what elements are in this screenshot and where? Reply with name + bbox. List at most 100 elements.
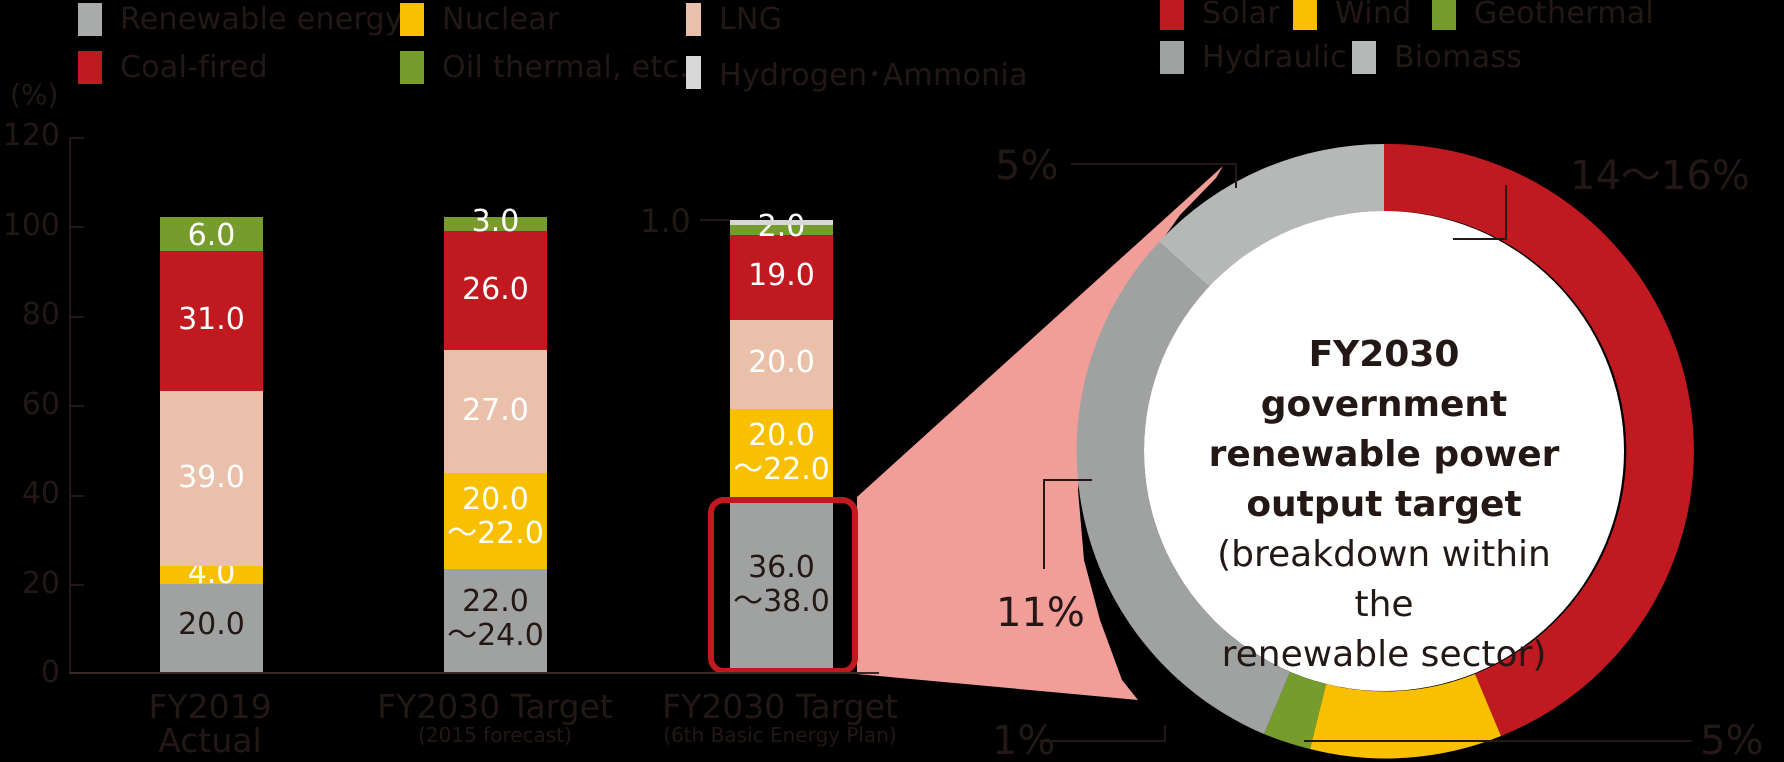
legend-label: Nuclear	[442, 2, 560, 37]
legend-wind: Wind	[1293, 0, 1412, 31]
leader-hydraulic-v	[1043, 479, 1045, 569]
x-label-fy2030-6th: FY2030 Target (6th Basic Energy Plan)	[640, 687, 920, 747]
seg-label: 39.0	[178, 460, 245, 495]
x-label-fy2030-2015: FY2030 Target (2015 forecast)	[360, 687, 630, 747]
leader-biomass-v	[1235, 163, 1237, 188]
seg-coal: 26.0	[444, 231, 547, 350]
donut-slice-geothermal	[1264, 672, 1326, 749]
y-tick	[70, 137, 84, 139]
label-solar: 14～16%	[1570, 153, 1750, 199]
legend-label: Wind	[1335, 0, 1412, 31]
seg-label: 31.0	[178, 302, 245, 337]
bar-fy2030-6th-plan: 36.0 ～38.0 20.0 ～22.0 20.0 19.0 2.0	[730, 210, 833, 673]
leader-geothermal-v	[1164, 725, 1166, 742]
legend-oil: Oil thermal, etc.	[400, 50, 689, 85]
seg-nuclear: 20.0 ～22.0	[444, 473, 547, 569]
legend-label: Geothermal	[1474, 0, 1655, 31]
seg-coal: 31.0	[160, 251, 263, 391]
swatch-lng	[686, 3, 701, 36]
seg-oil: 2.0	[730, 210, 833, 244]
seg-label: 20.0 ～22.0	[447, 482, 544, 551]
x-label-main: FY2030 Target	[662, 687, 898, 726]
seg-lng: 20.0	[730, 320, 833, 409]
legend-label: Biomass	[1394, 40, 1523, 75]
label-biomass: 5%	[995, 143, 1059, 189]
y-tick-label: 40	[21, 476, 60, 511]
y-tick-label: 80	[21, 297, 60, 332]
legend-hydrogen: Hydrogen･Ammonia	[686, 50, 1028, 94]
y-tick	[70, 405, 84, 407]
donut-slice-solar	[1384, 143, 1694, 736]
seg-label: 3.0	[471, 204, 520, 239]
y-tick-label: 100	[2, 208, 60, 243]
seg-label: 26.0	[462, 272, 529, 307]
legend-renewable: Renewable energy	[78, 2, 403, 37]
legend-label: Hydrogen･Ammonia	[719, 58, 1028, 93]
swatch-renewable	[78, 3, 102, 36]
seg-label: 20.0 ～22.0	[733, 418, 830, 487]
seg-label: 19.0	[748, 258, 815, 293]
y-tick-label: 120	[2, 118, 60, 153]
seg-renewable: 20.0	[160, 584, 263, 673]
swatch-solar	[1160, 0, 1184, 30]
x-label-sub: Actual	[158, 721, 262, 760]
leader-solar-h	[1453, 238, 1507, 240]
leader-solar-v	[1505, 185, 1507, 240]
bar-fy2030-2015: 22.0 ～24.0 20.0 ～22.0 27.0 26.0 3.0	[444, 205, 547, 673]
legend-label: Coal-fired	[120, 50, 268, 85]
swatch-hydrogen	[686, 55, 701, 89]
swatch-coal	[78, 51, 102, 84]
y-tick	[70, 495, 84, 497]
swatch-biomass	[1352, 41, 1376, 74]
donut-subtitle-line: renewable sector)	[1221, 634, 1547, 675]
seg-lng: 27.0	[444, 350, 547, 473]
seg-label: 20.0	[748, 345, 815, 380]
seg-renewable: 36.0 ～38.0	[730, 503, 833, 673]
seg-hydrogen	[730, 220, 833, 225]
x-axis-line	[69, 672, 879, 674]
seg-label: 22.0 ～24.0	[447, 584, 544, 653]
legend-label: Oil thermal, etc.	[442, 50, 690, 85]
hydrogen-leader-line	[700, 219, 730, 221]
x-label-main: FY2030 Target	[377, 687, 613, 726]
y-tick	[70, 584, 84, 586]
legend-hydraulic: Hydraulic	[1160, 40, 1347, 75]
seg-label: 2.0	[757, 209, 806, 244]
leader-wind-h	[1304, 740, 1692, 742]
donut-title-line: output target	[1246, 484, 1522, 525]
seg-label: 20.0	[178, 607, 245, 642]
bar-fy2019: 20.0 4.0 39.0 31.0 6.0	[160, 217, 263, 673]
legend-label: Solar	[1202, 0, 1280, 31]
seg-oil: 6.0	[160, 217, 263, 253]
donut-title-line: FY2030 government	[1260, 334, 1508, 425]
swatch-hydraulic	[1160, 41, 1184, 74]
y-tick	[70, 226, 84, 228]
label-wind: 5%	[1700, 718, 1764, 762]
x-label-fy2019: FY2019 Actual	[110, 690, 310, 758]
legend-coal: Coal-fired	[78, 50, 268, 85]
seg-label: 36.0 ～38.0	[733, 550, 830, 619]
x-label-sub: (2015 forecast)	[418, 723, 572, 747]
legend-label: Renewable energy	[120, 2, 404, 37]
y-axis-unit: (%)	[10, 78, 59, 111]
y-tick	[70, 316, 84, 318]
donut-title-line: renewable power	[1208, 434, 1560, 475]
y-tick-label: 20	[21, 566, 60, 601]
donut-subtitle-line: (breakdown within the	[1217, 534, 1551, 625]
label-hydraulic: 11%	[996, 590, 1085, 636]
swatch-nuclear	[400, 3, 424, 36]
legend-lng: LNG	[686, 2, 782, 37]
seg-oil: 3.0	[444, 205, 547, 239]
donut-slice-wind	[1310, 674, 1501, 759]
legend-biomass: Biomass	[1352, 40, 1522, 75]
legend-solar: Solar	[1160, 0, 1280, 31]
x-label-main: FY2019	[148, 687, 272, 726]
leader-hydraulic-h	[1044, 479, 1092, 481]
leader-geothermal-h	[1040, 740, 1166, 742]
legend-label: LNG	[719, 2, 783, 37]
swatch-wind	[1293, 0, 1317, 30]
y-tick-label: 60	[21, 387, 60, 422]
x-label-sub: (6th Basic Energy Plan)	[663, 723, 897, 747]
